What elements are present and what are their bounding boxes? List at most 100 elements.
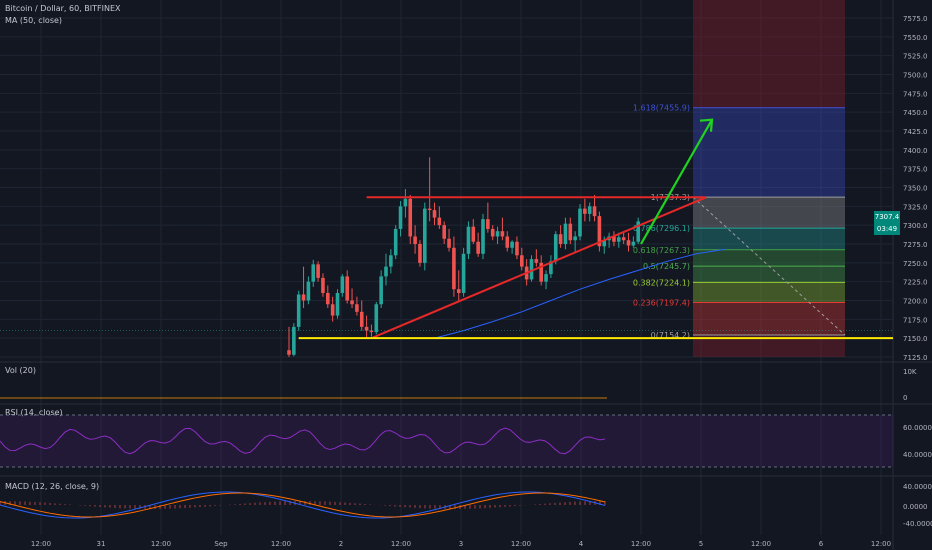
candle-body (345, 276, 349, 301)
candle-body (326, 292, 330, 305)
time-tick-label: 31 (97, 540, 106, 548)
price-tick-label: 7525.0 (903, 53, 928, 61)
price-tick-label: 7575.0 (903, 15, 928, 23)
time-tick-label: 5 (699, 540, 703, 548)
candle-body (617, 237, 621, 242)
rsi-legend[interactable]: RSI (14, close) (5, 408, 63, 417)
candle-body (369, 330, 374, 333)
candle-body (301, 294, 306, 301)
candle-body (316, 264, 320, 278)
candle-body (486, 219, 490, 229)
candle-body (563, 223, 568, 244)
candle-body (296, 294, 301, 327)
arrow-head (699, 118, 714, 132)
last-price: 7307.4 (874, 213, 900, 221)
candle-body (549, 261, 553, 275)
candles (287, 157, 640, 357)
candle-body (490, 228, 495, 237)
candle-body (456, 289, 461, 293)
time-tick-label: 4 (579, 540, 584, 548)
candle-body (592, 206, 597, 217)
candle-body (587, 206, 592, 214)
symbol-legend[interactable]: Bitcoin / Dollar, 60, BITFINEX (5, 4, 121, 13)
fib-level-label: 0(7154.2) (651, 331, 690, 340)
fib-zone (693, 228, 845, 250)
candle-body (330, 304, 335, 316)
candle-body (495, 231, 500, 237)
candle-body (321, 277, 325, 293)
ma-line (434, 248, 726, 339)
candle-body (553, 234, 558, 262)
macd-tick-label: -40.0000 (903, 520, 932, 528)
time-tick-label: 12:00 (391, 540, 411, 548)
price-axis: 7575.0 7550.0 7525.0 7500.0 7475.0 7450.0 7425… (903, 15, 928, 362)
candle-body (461, 253, 466, 293)
time-tick-label: 12:00 (271, 540, 291, 548)
price-tick-label: 7275.0 (903, 241, 928, 249)
candle-body (403, 198, 408, 207)
volume-legend[interactable]: Vol (20) (5, 366, 36, 375)
price-tick-label: 7375.0 (903, 166, 928, 174)
time-tick-label: Sep (214, 540, 228, 548)
candle-body (510, 241, 514, 248)
fib-zone (693, 197, 845, 229)
ascending-trendline (371, 196, 707, 340)
price-tick-label: 7500.0 (903, 72, 928, 80)
rsi-line (0, 427, 606, 455)
fib-level-label: 0.5(7245.7) (643, 262, 690, 271)
time-tick-label: 2 (339, 540, 343, 548)
candle-body (515, 241, 519, 256)
last-price-box: 7307.4 03:49 (874, 211, 900, 235)
candle-body (418, 244, 422, 263)
candle-body (621, 237, 626, 241)
candle-body (335, 292, 340, 316)
rsi-band (0, 415, 893, 467)
time-axis: 12:00 31 12:00 Sep 12:00 2 12:00 3 12:00 4 12:00 5 1… (31, 540, 891, 548)
fib-zone (693, 249, 845, 267)
candle-body (505, 236, 510, 248)
fib-zone-bottom (693, 335, 845, 357)
candle-body (636, 221, 640, 242)
price-tick-label: 7300.0 (903, 222, 928, 230)
price-tick-label: 7550.0 (903, 34, 928, 42)
rsi-tick-label: 60.0000 (903, 424, 932, 432)
candle-body (452, 247, 456, 290)
candle-body (437, 217, 442, 226)
fib-zone (693, 107, 845, 198)
fibonacci-projection: 1.618(7455.9)1(7337.3)0.786(7296.1)0.618… (633, 0, 846, 357)
candle-body (359, 311, 364, 327)
fib-level-label: 0.382(7224.1) (633, 278, 690, 287)
time-tick-label: 3 (459, 540, 463, 548)
candle-body (393, 228, 398, 256)
candle-body (423, 208, 427, 263)
candle-body (476, 241, 480, 254)
candle-body (447, 238, 451, 248)
macd-legend[interactable]: MACD (12, 26, close, 9) (5, 482, 100, 491)
fib-level-label: 0.236(7197.4) (633, 298, 690, 307)
candle-body (597, 216, 602, 247)
time-tick-label: 12:00 (871, 540, 891, 548)
candle-body (529, 259, 534, 280)
price-tick-label: 7125.0 (903, 354, 928, 362)
candle-body (534, 259, 539, 263)
candle-body (287, 350, 291, 355)
time-tick-label: 6 (819, 540, 824, 548)
fib-level-label: 1.618(7455.9) (633, 104, 690, 113)
fib-level-label: 0.618(7267.3) (633, 246, 690, 255)
candle-body (384, 266, 388, 277)
candle-body (350, 300, 354, 305)
price-tick-label: 7450.0 (903, 109, 928, 117)
ma-legend[interactable]: MA (50, close) (5, 16, 63, 25)
candle-body (311, 264, 316, 282)
candle-body (432, 210, 437, 218)
candle-body (413, 236, 417, 244)
arrow-shaft (640, 119, 713, 245)
candle-body (389, 255, 393, 267)
price-tick-label: 7475.0 (903, 90, 928, 98)
price-tick-label: 7250.0 (903, 260, 928, 268)
candle-body (626, 240, 631, 246)
time-tick-label: 12:00 (151, 540, 171, 548)
candle-body (602, 240, 607, 247)
